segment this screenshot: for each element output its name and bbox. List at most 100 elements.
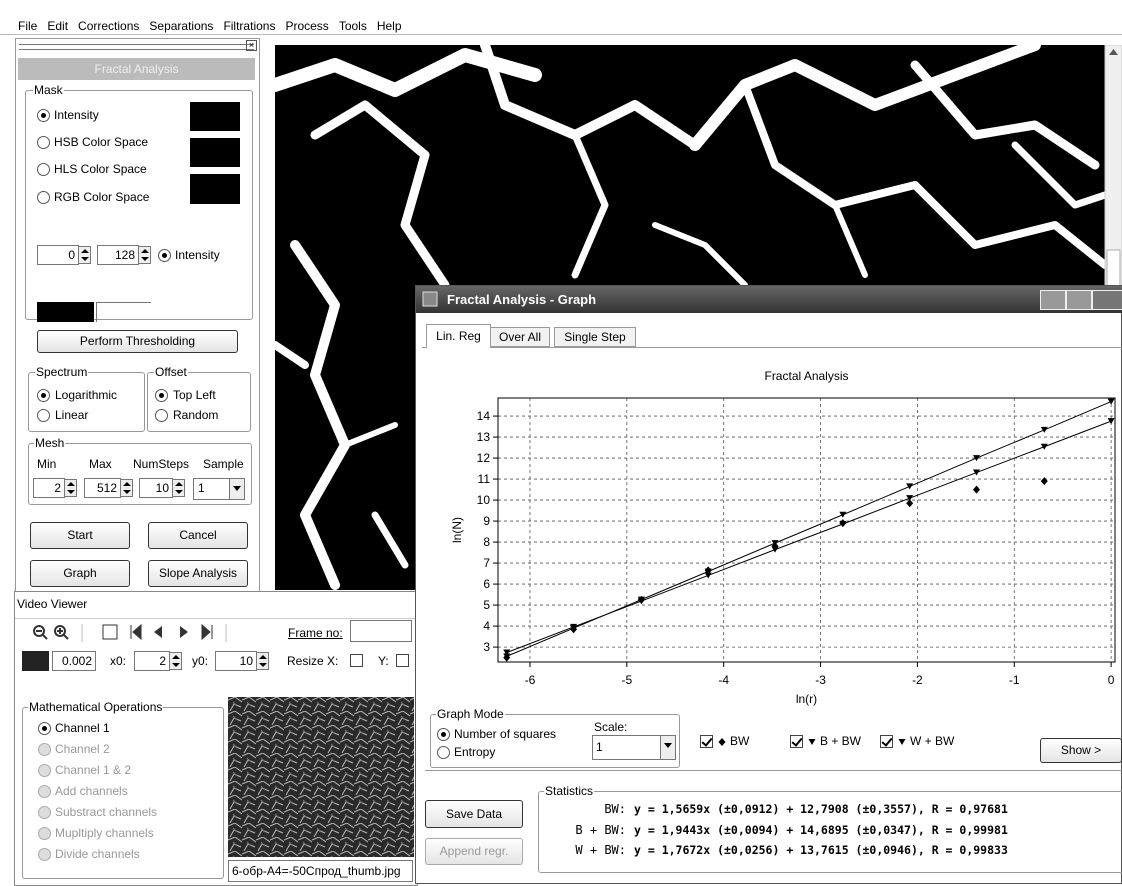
- panel-grip: [19, 44, 254, 50]
- x-tick-label: -5: [621, 673, 632, 687]
- radio[interactable]: [38, 827, 51, 840]
- menu-item[interactable]: Edit: [47, 19, 68, 33]
- graph-button[interactable]: Graph: [30, 560, 130, 587]
- checkbox[interactable]: [700, 735, 713, 748]
- mesh-max[interactable]: 512: [84, 478, 121, 498]
- spinner[interactable]: [256, 652, 269, 670]
- color-swatch[interactable]: [190, 138, 240, 167]
- dropdown-button[interactable]: [660, 735, 676, 760]
- radio-label: Intensity: [175, 248, 220, 262]
- data-point: [772, 547, 779, 553]
- checkbox[interactable]: [790, 735, 803, 748]
- radio[interactable]: [37, 136, 50, 149]
- chart: Fractal Analysisln(r)ln(N)34567891011121…: [430, 365, 1122, 710]
- spectrum-group: [28, 372, 145, 432]
- spinner[interactable]: [64, 479, 77, 497]
- radio[interactable]: [38, 785, 51, 798]
- radio[interactable]: [155, 409, 168, 422]
- maximize-button[interactable]: [1066, 290, 1092, 310]
- x-axis-label: ln(r): [796, 692, 817, 706]
- stat-equation: y = 1,7672x (±0,0256) + 13,7615 (±0,0946…: [634, 843, 1008, 857]
- menu-item[interactable]: Separations: [149, 19, 213, 33]
- dropdown-button[interactable]: [229, 478, 245, 500]
- separator: [15, 618, 416, 619]
- group-label: Graph Mode: [436, 707, 505, 721]
- radio[interactable]: [37, 109, 50, 122]
- menu-item[interactable]: Help: [377, 19, 402, 33]
- spinner[interactable]: [78, 246, 91, 264]
- spinner[interactable]: [138, 246, 151, 264]
- radio[interactable]: [38, 743, 51, 756]
- cancel-button[interactable]: Cancel: [148, 522, 248, 549]
- field-label: Y:: [378, 654, 389, 668]
- radio-label: Entropy: [454, 745, 495, 759]
- radio[interactable]: [158, 249, 171, 262]
- data-point: [1041, 427, 1048, 433]
- radio[interactable]: [155, 389, 168, 402]
- legend-label: B + BW: [820, 734, 861, 748]
- threshold-high[interactable]: 128: [97, 245, 139, 265]
- radio[interactable]: [37, 409, 50, 422]
- menu-item[interactable]: Tools: [339, 19, 367, 33]
- start-button[interactable]: Start: [30, 522, 130, 549]
- field-label: Resize X:: [287, 654, 338, 668]
- frame-input[interactable]: [350, 620, 412, 642]
- spinner[interactable]: [120, 479, 133, 497]
- tab[interactable]: Over All: [490, 327, 550, 347]
- checkbox[interactable]: [396, 654, 409, 667]
- slope-button[interactable]: Slope Analysis: [148, 560, 248, 587]
- x-tick-label: 0: [1108, 673, 1115, 687]
- append-button[interactable]: Append regr.: [425, 838, 523, 865]
- y0-input[interactable]: 10: [215, 651, 257, 671]
- color-swatch[interactable]: [190, 102, 240, 131]
- value-input[interactable]: 0.002: [52, 651, 96, 671]
- radio[interactable]: [437, 746, 450, 759]
- x-tick-label: -3: [815, 673, 826, 687]
- menu-item[interactable]: File: [18, 19, 37, 33]
- color-swatch[interactable]: [22, 651, 49, 671]
- tab[interactable]: Lin. Reg: [426, 324, 491, 348]
- radio[interactable]: [38, 806, 51, 819]
- tab[interactable]: Single Step: [554, 327, 636, 347]
- stat-name: BW:: [540, 802, 626, 816]
- spinner[interactable]: [172, 479, 185, 497]
- regression-line: [507, 421, 1111, 652]
- radio[interactable]: [37, 191, 50, 204]
- scale-combo[interactable]: 1: [592, 735, 662, 760]
- x0-input[interactable]: 2: [134, 651, 170, 671]
- show-button[interactable]: Show >: [1040, 738, 1122, 763]
- radio-label: Number of squares: [454, 727, 556, 741]
- operation-label: Add channels: [55, 784, 128, 798]
- radio[interactable]: [37, 389, 50, 402]
- operation-label: Channel 1 & 2: [55, 763, 131, 777]
- radio[interactable]: [38, 848, 51, 861]
- minimize-button[interactable]: [1040, 290, 1066, 310]
- panel-title: Fractal Analysis: [18, 58, 255, 80]
- checkbox[interactable]: [880, 735, 893, 748]
- sample-combo[interactable]: 1: [193, 478, 231, 500]
- mesh-steps[interactable]: 10: [139, 478, 173, 498]
- radio[interactable]: [437, 728, 450, 741]
- data-point: [705, 572, 712, 578]
- checkbox[interactable]: [350, 654, 363, 667]
- radio[interactable]: [38, 722, 51, 735]
- color-swatch[interactable]: [190, 174, 240, 204]
- menu-item[interactable]: Corrections: [78, 19, 139, 33]
- thumbnail: [228, 697, 414, 857]
- save-button[interactable]: Save Data: [425, 800, 523, 828]
- menu-item[interactable]: Process: [285, 19, 328, 33]
- menu-item[interactable]: Filtrations: [223, 19, 275, 33]
- threshold-swatch: [37, 302, 94, 322]
- radio[interactable]: [38, 764, 51, 777]
- threshold-low[interactable]: 0: [37, 245, 79, 265]
- close-button[interactable]: ×: [246, 40, 257, 51]
- radio[interactable]: [37, 163, 50, 176]
- spinner[interactable]: [169, 652, 182, 670]
- x-tick-label: -6: [525, 673, 536, 687]
- close-button[interactable]: [1092, 290, 1122, 310]
- mesh-min[interactable]: 2: [33, 478, 65, 498]
- radio-label: Top Left: [173, 388, 216, 402]
- data-point: [906, 483, 913, 489]
- perform-button[interactable]: Perform Thresholding: [37, 330, 238, 353]
- frame-label: Frame no:: [288, 626, 343, 640]
